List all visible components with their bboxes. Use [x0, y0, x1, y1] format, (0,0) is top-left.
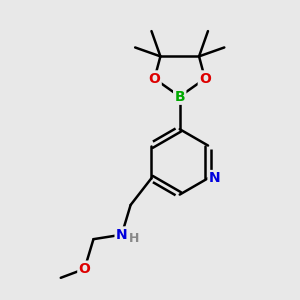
Text: O: O — [79, 262, 91, 276]
Text: O: O — [199, 72, 211, 86]
Text: N: N — [209, 171, 220, 185]
Text: N: N — [116, 228, 127, 242]
Text: B: B — [174, 89, 185, 103]
Text: O: O — [148, 72, 160, 86]
Text: H: H — [129, 232, 140, 245]
